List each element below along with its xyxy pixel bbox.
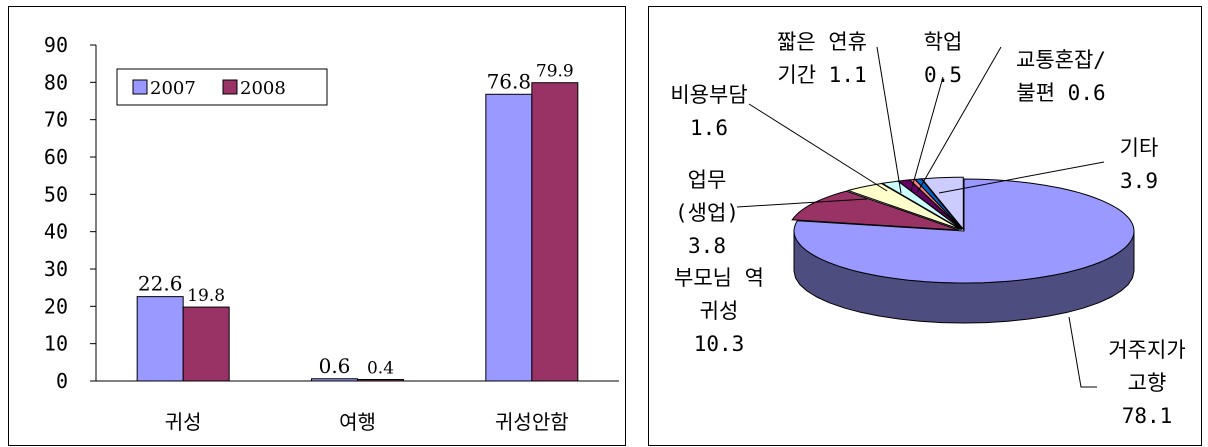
legend-label: 2007 — [150, 78, 196, 99]
legend — [116, 68, 328, 106]
y-tick-label: 40 — [44, 220, 68, 244]
slice-label: 귀성 — [700, 299, 739, 323]
x-category-label: 귀성안함 — [495, 410, 569, 434]
slice-label: 불편 0.6 — [1016, 81, 1105, 105]
data-label: 0.6 — [319, 354, 351, 378]
leader-line — [938, 161, 1105, 194]
legend-label: 2008 — [240, 78, 286, 99]
slice-label: 부모님 역 — [674, 266, 764, 290]
y-tick-label: 20 — [44, 294, 68, 318]
leader-line — [748, 103, 888, 192]
slice-label: 0.5 — [924, 63, 962, 87]
slice-label: 기타 — [1120, 136, 1159, 160]
y-tick-label: 30 — [44, 257, 68, 281]
pie-slice — [846, 182, 961, 230]
bar — [311, 378, 358, 382]
y-tick-label: 90 — [44, 33, 68, 57]
slice-label: 비용부담 — [670, 83, 747, 107]
y-tick-label: 10 — [44, 332, 68, 356]
data-label: 0.4 — [367, 359, 394, 379]
data-label: 76.8 — [487, 69, 532, 93]
y-tick-label: 50 — [44, 182, 68, 206]
x-category-label: 여행 — [339, 410, 376, 434]
slice-label: 10.3 — [694, 332, 745, 356]
y-tick-label: 0 — [56, 369, 68, 393]
pie-slice — [793, 178, 1135, 284]
slice-label: (생업) — [675, 201, 739, 225]
pie-slice — [913, 178, 963, 230]
slice-label: 업무 — [688, 168, 727, 192]
leader-line — [910, 76, 944, 192]
data-label: 22.6 — [138, 272, 183, 296]
data-label: 79.9 — [536, 62, 574, 82]
leader-line — [916, 46, 1002, 194]
slice-label: 고향 — [1128, 371, 1167, 395]
bar-chart: 0 10 20 30 40 50 60 70 80 90 귀성 22.619.8 여행 0.6 0.4 귀성안… — [44, 33, 619, 434]
bar — [485, 93, 533, 382]
bar — [182, 306, 230, 382]
data-label: 19.8 — [187, 286, 225, 306]
y-tick-label: 80 — [44, 70, 68, 94]
slice-label: 교통혼잡/ — [1016, 48, 1106, 72]
leader-line — [876, 46, 902, 194]
slice-label: 78.1 — [1122, 404, 1173, 428]
legend-swatch — [222, 79, 238, 95]
slice-label: 기간 1.1 — [777, 63, 866, 87]
leader-line — [1068, 316, 1097, 388]
x-category-label: 귀성 — [165, 410, 202, 434]
slice-label: 학업 — [924, 30, 963, 54]
bar — [531, 82, 579, 382]
y-tick-label: 70 — [44, 108, 68, 132]
bar-chart-panel: 0 10 20 30 40 50 60 70 80 90 귀성 22.6 19.8 여행 0.6 0.4 귀성안… — [8, 6, 626, 446]
slice-label: 거주지가 — [1108, 338, 1185, 362]
bar — [357, 379, 404, 382]
bar — [136, 296, 184, 382]
slice-label: 짧은 연휴 — [777, 30, 867, 54]
y-tick-label: 60 — [44, 145, 68, 169]
legend-swatch — [132, 79, 148, 95]
slice-label: 3.9 — [1120, 169, 1158, 193]
leader-line — [736, 198, 868, 208]
slice-label: 3.8 — [688, 234, 726, 258]
slice-label: 1.6 — [690, 116, 728, 140]
